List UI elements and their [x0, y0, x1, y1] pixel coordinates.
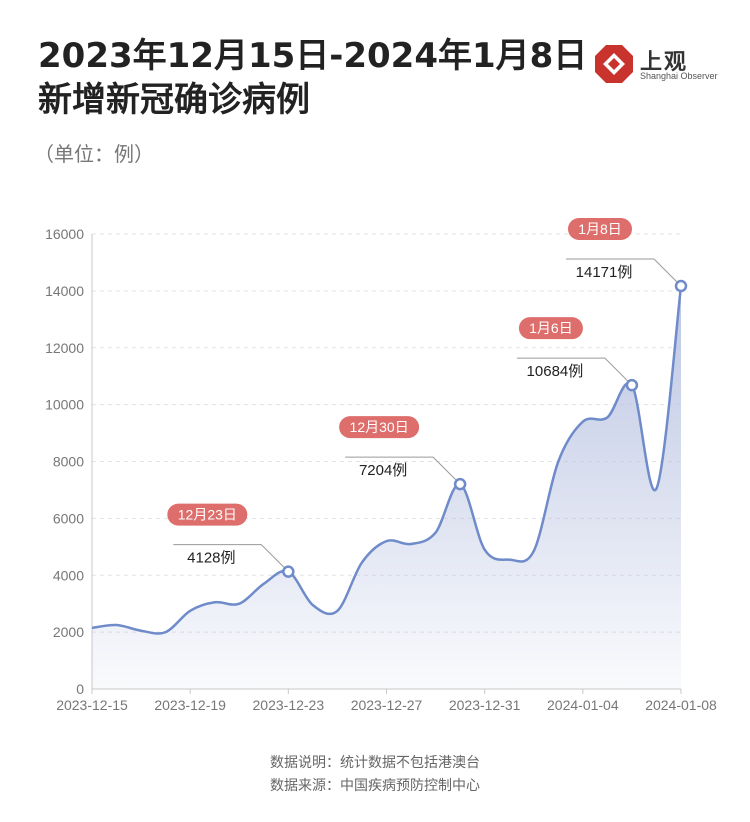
callout-leader-line	[345, 456, 461, 485]
unit-label: （单位：例）	[34, 142, 154, 166]
data-point	[557, 460, 559, 462]
y-tick-label: 0	[76, 681, 84, 697]
footer-source: 数据来源：中国疾病预防控制中心	[270, 778, 480, 794]
data-point	[164, 631, 166, 633]
data-point	[91, 627, 93, 629]
data-point	[361, 561, 363, 563]
callout-value-label: 4128例	[187, 550, 235, 567]
callout-value-label: 7204例	[359, 462, 407, 479]
callout-date-label: 12月30日	[350, 419, 409, 435]
data-point	[410, 543, 412, 545]
callout-value-label: 10684例	[527, 363, 584, 380]
highlight-point-marker	[674, 279, 688, 293]
data-point	[115, 624, 117, 626]
data-point	[606, 416, 608, 418]
data-point	[508, 558, 510, 560]
shanghai-observer-logo: 上观 Shanghai Observer	[594, 44, 718, 86]
y-tick-label: 6000	[53, 510, 84, 526]
data-point	[336, 610, 338, 612]
chart-title: 2023年12月15日-2024年1月8日 新增新冠确诊病例	[38, 34, 587, 122]
chart-title-line-2: 新增新冠确诊病例	[38, 80, 310, 120]
y-tick-label: 14000	[45, 283, 84, 299]
data-point	[140, 630, 142, 632]
data-point	[483, 548, 485, 550]
data-point	[533, 550, 535, 552]
x-tick-label: 2024-01-08	[645, 697, 717, 713]
y-tick-label: 8000	[53, 454, 84, 470]
logo-name: 上观	[640, 50, 689, 75]
x-tick-label: 2023-12-27	[351, 697, 423, 713]
x-tick-label: 2023-12-19	[154, 697, 226, 713]
callout-date-pill	[167, 503, 248, 526]
data-point	[214, 601, 216, 603]
data-point	[238, 602, 240, 604]
chart-title-line-1: 2023年12月15日-2024年1月8日	[38, 36, 588, 76]
highlight-point-marker	[282, 565, 295, 578]
logo-subtitle: Shanghai Observer	[640, 71, 718, 81]
callout-value-label: 14171例	[576, 264, 633, 281]
callout-leader-line	[566, 258, 682, 287]
x-tick-label: 2024-01-04	[547, 697, 619, 713]
callout-date-label: 1月6日	[529, 320, 573, 336]
annotations: 12月23日 4128例 12月30日 7204例 1月6日 10684例 1月8日 1417…	[167, 218, 688, 578]
y-tick-label: 10000	[45, 397, 84, 413]
data-point	[189, 610, 191, 612]
data-point	[655, 487, 657, 489]
callout-leader-line	[173, 544, 289, 572]
x-tick-label: 2023-12-15	[56, 697, 128, 713]
data-point	[312, 604, 314, 606]
y-tick-label: 16000	[45, 226, 84, 242]
footer-note: 数据说明：统计数据不包括港澳台	[270, 755, 480, 771]
callout-leader-line	[516, 357, 633, 386]
series-area	[91, 285, 683, 689]
x-tick-label: 2023-12-31	[449, 697, 521, 713]
highlight-point-marker	[625, 378, 639, 392]
callout-date-pill	[568, 218, 632, 241]
callout-date-pill	[339, 416, 420, 439]
logo-mark-icon	[595, 45, 633, 83]
highlight-point-marker	[453, 477, 467, 491]
callout-date-label: 1月8日	[578, 221, 622, 237]
callout-date-label: 12月23日	[178, 507, 237, 523]
data-point	[434, 531, 436, 533]
y-tick-label: 2000	[53, 624, 84, 640]
series-area-fill	[92, 286, 681, 689]
y-tick-label: 12000	[45, 340, 84, 356]
data-point	[263, 583, 265, 585]
x-tick-label: 2023-12-23	[253, 697, 325, 713]
data-point	[385, 540, 387, 542]
callout-date-pill	[518, 317, 583, 340]
data-point	[582, 420, 584, 422]
series-line	[91, 285, 683, 635]
y-tick-label: 4000	[53, 567, 84, 583]
